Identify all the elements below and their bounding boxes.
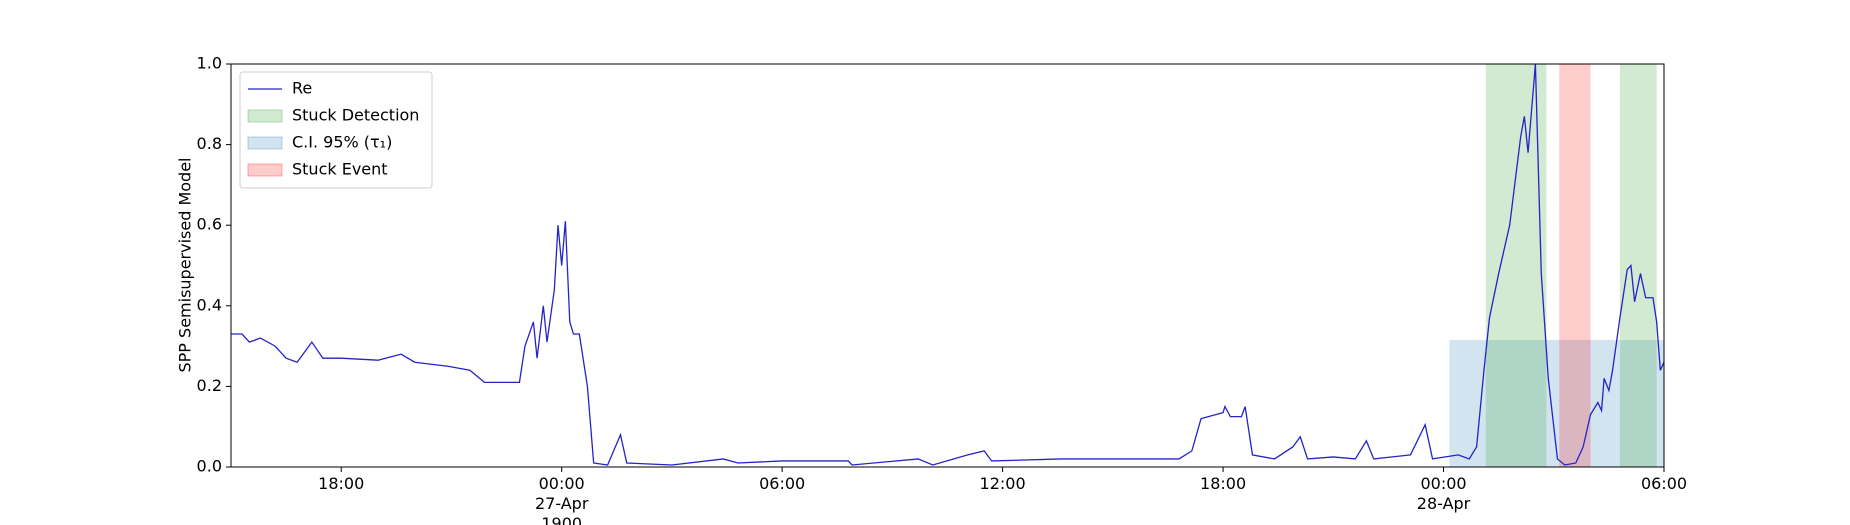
x-tick-label: 1900 xyxy=(541,514,582,525)
x-tick-label: 06:00 xyxy=(1641,474,1687,493)
y-tick-label: 0.0 xyxy=(197,457,222,476)
legend-swatch xyxy=(247,109,283,123)
x-tick-label: 06:00 xyxy=(759,474,805,493)
y-tick-label: 0.8 xyxy=(197,134,222,153)
x-tick-label: 12:00 xyxy=(980,474,1026,493)
region-span xyxy=(1619,64,1657,467)
region-span xyxy=(1559,64,1591,467)
region-span xyxy=(1485,64,1547,467)
y-tick-label: 0.4 xyxy=(197,295,222,314)
y-axis-label: SPP Semisupervised Model xyxy=(176,158,195,373)
legend-swatch xyxy=(247,163,283,177)
x-tick-label: 27-Apr xyxy=(535,494,589,513)
legend-label: Re xyxy=(292,79,312,98)
x-tick-label: 00:00 xyxy=(539,474,585,493)
x-tick-label: 00:00 xyxy=(1420,474,1466,493)
data-line xyxy=(231,63,1665,466)
legend-box xyxy=(239,71,433,189)
legend: Re Stuck Detection C.I. 95% (τ₁) Stuck Even… xyxy=(239,71,433,189)
x-tick-label: 28-Apr xyxy=(1417,494,1471,513)
y-tick-label: 0.2 xyxy=(197,376,222,395)
legend-label: Stuck Detection xyxy=(292,106,419,125)
x-tick-label: 18:00 xyxy=(318,474,364,493)
legend-swatch xyxy=(247,136,283,150)
x-tick-label: 18:00 xyxy=(1200,474,1246,493)
y-tick-label: 1.0 xyxy=(197,54,222,73)
y-tick-label: 0.6 xyxy=(197,215,222,234)
plot-frame xyxy=(230,63,1665,468)
legend-label: Stuck Event xyxy=(292,160,388,179)
legend-label: C.I. 95% (τ₁) xyxy=(292,133,392,152)
